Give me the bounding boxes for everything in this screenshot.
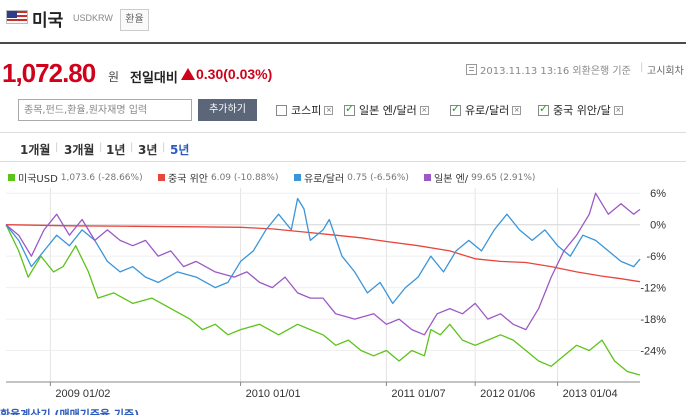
legend-name: 미국USD [18,174,58,185]
compare-label: 유로/달러 [465,104,510,117]
tab-3year[interactable]: 3년 [138,143,158,157]
compare-item-jpy[interactable]: 일본 엔/달러 × [344,102,429,118]
currency-code: USDKRW [73,13,113,23]
compare-item-eur[interactable]: 유로/달러 × [450,102,522,118]
price-timestamp: 2013.11.13 13:16 외환은행 기준 [480,66,631,77]
fx-line-chart[interactable]: 6% 0% -6% -12% -18% -24% 2009 01/02 2010 01/01 2… [0,186,686,404]
legend-eur: 유로/달러 0.75 (-6.56%) [294,170,409,185]
y-tick-label: -18% [640,314,666,326]
series-line-0 [5,224,641,376]
fx-calculator-link[interactable]: 환율계산기 (매매기준율 기준) [0,408,140,415]
tab-1year[interactable]: 1년 [106,143,126,157]
price-unit: 원 [108,70,120,84]
checkbox-checked-icon[interactable] [538,102,549,116]
legend-swatch [424,174,431,181]
page-header: 미국 USDKRW 환율 [0,0,686,44]
y-tick-label: -12% [640,283,666,295]
legend-name: 유로/달러 [304,174,345,185]
tab-divider: | [130,142,134,153]
series-line-3 [5,192,641,336]
tab-3month[interactable]: 3개월 [64,143,95,157]
checkbox-checked-icon[interactable] [344,102,355,116]
legend-jpy: 일본 엔/ 99.65 (2.91%) [424,170,535,185]
x-tick-label: 2013 01/04 [563,388,618,400]
legend-cny: 중국 위안 6.09 (-10.88%) [158,170,278,185]
x-tick-label: 2010 01/01 [246,388,301,400]
x-tick-label: 2012 01/06 [480,388,535,400]
x-tick-label: 2009 01/02 [55,388,110,400]
y-tick-label: -6% [646,251,666,263]
compare-label: 일본 엔/달러 [359,104,417,117]
compare-search-input[interactable] [18,99,192,121]
checkbox-checked-icon[interactable] [450,102,461,116]
legend-swatch [294,174,301,181]
period-tabs: 1개월 | 3개월 | 1년 | 3년 | 5년 [0,132,686,162]
divider: | [640,62,644,73]
legend-value: 0.75 (-6.56%) [347,172,409,183]
tab-divider: | [162,142,166,153]
tab-divider: | [55,142,59,153]
legend-value: 99.65 (2.91%) [471,172,536,183]
checkbox-icon[interactable] [276,104,287,116]
us-flag-icon [6,10,28,24]
series-line-2 [5,197,641,305]
change-label: 전일대비 [130,71,178,86]
compare-label: 중국 위안/달 [553,104,611,117]
compare-item-cny[interactable]: 중국 위안/달 × [538,102,623,118]
legend-value: 1,073.6 (-28.66%) [60,172,143,183]
y-tick-label: -24% [640,346,666,358]
x-tick-label: 2011 01/07 [391,388,445,400]
remove-icon[interactable]: × [419,105,429,115]
legend-usd: 미국USD 1,073.6 (-28.66%) [8,170,143,185]
legend-swatch [8,174,15,181]
change-value: 0.30(0.03%) [196,66,273,82]
tab-5year[interactable]: 5년 [170,143,190,157]
add-compare-button[interactable]: 추가하기 [198,99,257,121]
series-line-1 [5,224,641,283]
remove-icon[interactable]: × [324,105,334,115]
tab-divider: | [99,142,103,153]
legend-swatch [158,174,165,181]
clock-icon [466,64,477,75]
legend-name: 중국 위안 [168,174,208,185]
remove-icon[interactable]: × [512,105,522,115]
current-price: 1,072.80 [2,58,96,88]
legend-name: 일본 엔/ [434,174,469,185]
up-arrow-icon [181,68,195,80]
country-name: 미국 [32,11,64,31]
legend-value: 6.09 (-10.88%) [210,172,279,183]
tab-1month[interactable]: 1개월 [20,143,51,157]
remove-icon[interactable]: × [613,105,623,115]
fx-button[interactable]: 환율 [120,9,149,31]
compare-item-kospi[interactable]: 코스피 × [276,102,334,118]
notice-round-link[interactable]: 고시회차 [647,66,684,77]
y-tick-label: 6% [650,188,666,200]
y-tick-label: 0% [650,220,666,232]
compare-label: 코스피 [291,104,322,117]
